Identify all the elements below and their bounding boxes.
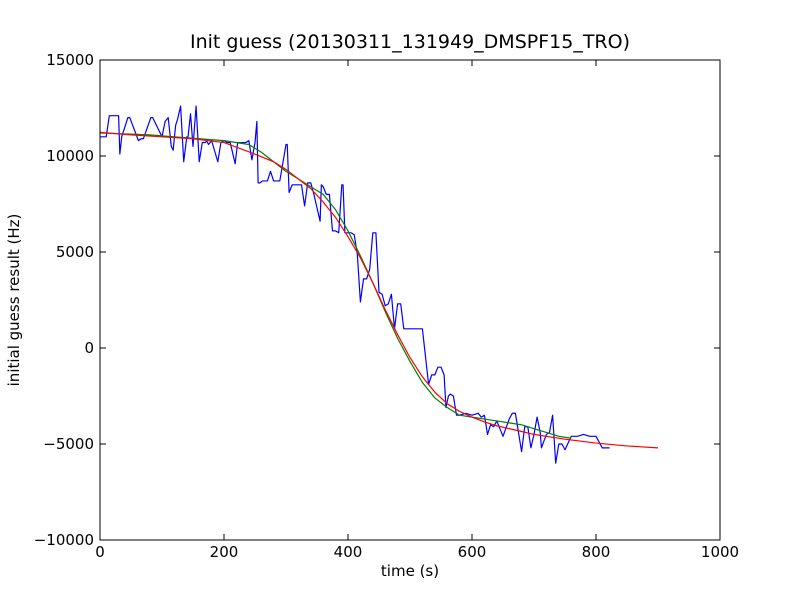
x-tick-label: 400	[334, 543, 363, 561]
chart-title: Init guess (20130311_131949_DMSPF15_TRO)	[190, 31, 630, 53]
x-tick-label: 600	[458, 543, 487, 561]
x-tick-label: 800	[582, 543, 611, 561]
y-tick-label: 0	[84, 339, 94, 357]
x-axis-label: time (s)	[381, 562, 439, 580]
y-tick-label: 15000	[46, 51, 94, 69]
y-tick-label: −10000	[34, 531, 94, 549]
y-axis-label: initial guess result (Hz)	[5, 214, 23, 387]
x-tick-label: 200	[210, 543, 239, 561]
x-tick-label: 0	[95, 543, 105, 561]
y-tick-label: 5000	[56, 243, 94, 261]
series-layer	[100, 105, 659, 464]
ticks-layer: 0 200 400 600 800 1000 −10000 −5000 0 5000 10000 15…	[34, 51, 739, 561]
series-line-1	[100, 105, 610, 464]
series-line-3	[100, 131, 659, 449]
plot-frame	[99, 59, 721, 541]
y-tick-label: 10000	[46, 147, 94, 165]
x-tick-label: 1000	[701, 543, 739, 561]
y-tick-label: −5000	[43, 435, 94, 453]
